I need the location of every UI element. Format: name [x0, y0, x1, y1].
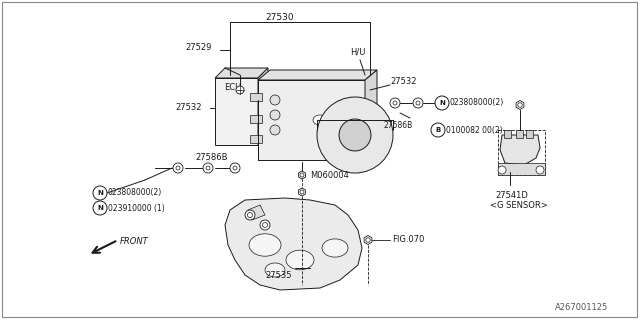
Ellipse shape	[322, 239, 348, 257]
FancyBboxPatch shape	[516, 130, 523, 138]
Circle shape	[260, 220, 270, 230]
FancyBboxPatch shape	[504, 130, 511, 138]
FancyBboxPatch shape	[250, 93, 262, 101]
Polygon shape	[498, 163, 545, 175]
Circle shape	[317, 97, 393, 173]
Text: ECU: ECU	[224, 84, 241, 92]
Ellipse shape	[313, 115, 327, 125]
Circle shape	[416, 101, 420, 105]
Text: N: N	[97, 190, 103, 196]
Circle shape	[270, 95, 280, 105]
Text: H/U: H/U	[350, 47, 365, 57]
Text: 27586B: 27586B	[195, 153, 227, 162]
Circle shape	[413, 98, 423, 108]
Polygon shape	[298, 188, 305, 196]
FancyBboxPatch shape	[526, 130, 533, 138]
Circle shape	[435, 96, 449, 110]
Circle shape	[230, 163, 240, 173]
Polygon shape	[365, 70, 377, 160]
FancyBboxPatch shape	[250, 115, 262, 123]
Polygon shape	[298, 171, 305, 179]
Circle shape	[173, 163, 183, 173]
Text: N: N	[97, 205, 103, 211]
Text: A267001125: A267001125	[555, 303, 608, 313]
Polygon shape	[258, 70, 377, 80]
Polygon shape	[215, 68, 268, 78]
Circle shape	[393, 101, 397, 105]
Text: 27586B: 27586B	[383, 121, 412, 130]
Circle shape	[339, 119, 371, 151]
Text: FRONT: FRONT	[120, 237, 148, 246]
Ellipse shape	[249, 234, 281, 256]
Polygon shape	[248, 205, 265, 220]
Polygon shape	[364, 236, 372, 244]
Circle shape	[270, 125, 280, 135]
Circle shape	[431, 123, 445, 137]
Text: 27535: 27535	[265, 270, 291, 279]
Polygon shape	[258, 80, 365, 160]
Circle shape	[248, 212, 253, 218]
Text: 27532: 27532	[390, 77, 417, 86]
Text: 023808000(2): 023808000(2)	[450, 99, 504, 108]
Text: FIG.070: FIG.070	[392, 236, 424, 244]
Circle shape	[390, 98, 400, 108]
Text: 27532: 27532	[175, 103, 202, 113]
Text: 27530: 27530	[266, 13, 294, 22]
Text: <G SENSOR>: <G SENSOR>	[490, 201, 548, 210]
Circle shape	[233, 166, 237, 170]
Polygon shape	[500, 135, 540, 165]
Circle shape	[300, 173, 304, 177]
Text: 27541D: 27541D	[495, 190, 528, 199]
Circle shape	[93, 201, 107, 215]
Polygon shape	[498, 130, 545, 175]
Polygon shape	[516, 100, 524, 109]
Ellipse shape	[286, 250, 314, 270]
Circle shape	[262, 222, 268, 228]
Ellipse shape	[265, 263, 285, 277]
Circle shape	[518, 103, 522, 107]
Circle shape	[365, 238, 371, 242]
Circle shape	[498, 166, 506, 174]
Circle shape	[300, 190, 304, 194]
FancyBboxPatch shape	[250, 135, 262, 143]
Circle shape	[206, 166, 210, 170]
Circle shape	[270, 110, 280, 120]
Polygon shape	[215, 78, 258, 145]
Text: 023808000(2): 023808000(2)	[108, 188, 163, 197]
Text: 27529: 27529	[185, 44, 211, 52]
Circle shape	[245, 210, 255, 220]
Polygon shape	[225, 198, 362, 290]
Text: B: B	[435, 127, 440, 133]
Circle shape	[236, 86, 244, 94]
Text: 0100082 00(2): 0100082 00(2)	[446, 125, 502, 134]
Text: M060004: M060004	[310, 171, 349, 180]
Circle shape	[176, 166, 180, 170]
Circle shape	[536, 166, 544, 174]
Polygon shape	[258, 68, 268, 145]
Circle shape	[203, 163, 213, 173]
Text: 023910000 (1): 023910000 (1)	[108, 204, 164, 212]
Circle shape	[93, 186, 107, 200]
Text: N: N	[439, 100, 445, 106]
